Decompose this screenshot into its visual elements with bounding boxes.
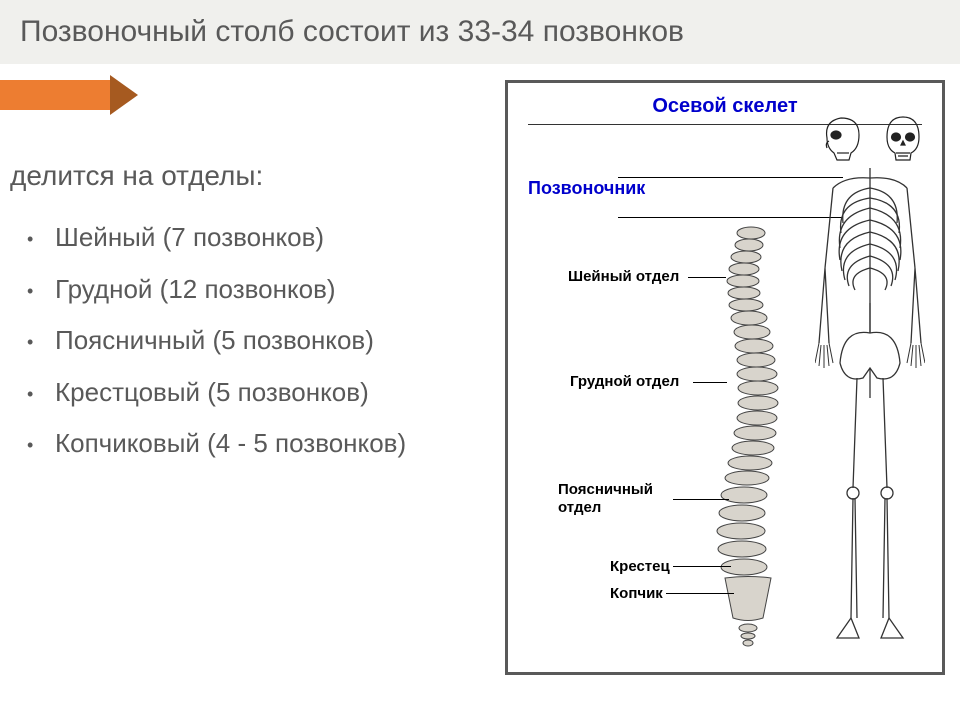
accent-decoration [0,80,110,110]
leader-line [666,593,734,594]
leader-line [688,277,726,278]
list-item: Поясничный (5 позвонков) [55,320,500,362]
section-list: Шейный (7 позвонков) Грудной (12 позвонк… [0,217,500,465]
list-item: Крестцовый (5 позвонков) [55,372,500,414]
skull-side-icon [819,113,864,163]
leader-line [693,382,727,383]
leader-line [673,499,729,500]
label-coccyx: Копчик [610,585,663,602]
label-sacrum: Крестец [610,558,670,575]
skull-row [815,113,930,163]
list-item: Шейный (7 позвонков) [55,217,500,259]
slide-title-bar: Позвоночный столб состоит из 33-34 позво… [0,0,960,64]
label-thoracic: Грудной отдел [570,373,679,390]
label-cervical: Шейный отдел [568,268,679,285]
skull-front-icon [881,113,926,163]
leader-line [673,566,731,567]
list-item: Грудной (12 позвонков) [55,269,500,311]
accent-arrow-icon [110,75,138,115]
diagram-box: Осевой скелет Позвоночник [505,80,945,675]
leader-line [618,177,843,178]
slide-title: Позвоночный столб состоит из 33-34 позво… [20,15,684,48]
skeleton-body-icon [815,168,925,648]
leader-line [618,217,843,218]
label-lumbar: Поясничный отдел [558,481,653,517]
spine-panel: Позвоночник [518,223,808,663]
accent-bar [0,80,110,110]
list-item: Копчиковый (4 - 5 позвонков) [55,423,500,465]
skeleton-panel [815,113,930,668]
spine-main-label: Позвоночник [528,178,645,199]
subtitle: делится на отделы: [0,160,500,192]
content-area: делится на отделы: Шейный (7 позвонков) … [0,160,500,475]
spine-illustration-icon [713,223,783,653]
